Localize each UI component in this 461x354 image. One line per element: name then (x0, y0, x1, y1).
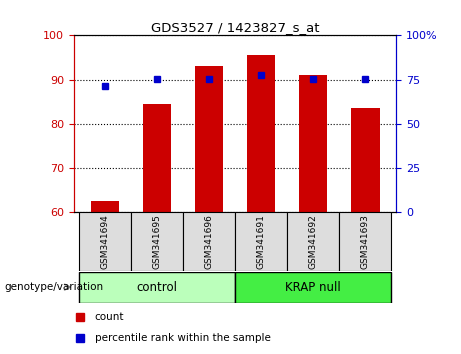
Bar (195, 67, 224, 212)
Text: GSM341696: GSM341696 (205, 214, 213, 269)
Text: GSM341694: GSM341694 (100, 214, 110, 269)
Bar (247, 55, 275, 212)
Text: control: control (136, 281, 177, 293)
Bar (79, 272, 235, 303)
Bar (235, 272, 391, 303)
Text: GSM341695: GSM341695 (153, 214, 161, 269)
Bar (131, 212, 183, 271)
Title: GDS3527 / 1423827_s_at: GDS3527 / 1423827_s_at (151, 21, 319, 34)
Bar (235, 212, 287, 271)
Bar (339, 212, 391, 271)
Bar (79, 212, 131, 271)
Bar (287, 212, 339, 271)
Text: percentile rank within the sample: percentile rank within the sample (95, 333, 271, 343)
Text: count: count (95, 312, 124, 322)
Text: genotype/variation: genotype/variation (5, 282, 104, 292)
Bar (91, 201, 119, 212)
Text: GSM341693: GSM341693 (361, 214, 370, 269)
Bar (299, 75, 327, 212)
Text: GSM341691: GSM341691 (257, 214, 266, 269)
Bar (183, 212, 235, 271)
Text: GSM341692: GSM341692 (309, 214, 318, 269)
Bar (143, 104, 171, 212)
Bar (351, 108, 379, 212)
Text: KRAP null: KRAP null (285, 281, 341, 293)
